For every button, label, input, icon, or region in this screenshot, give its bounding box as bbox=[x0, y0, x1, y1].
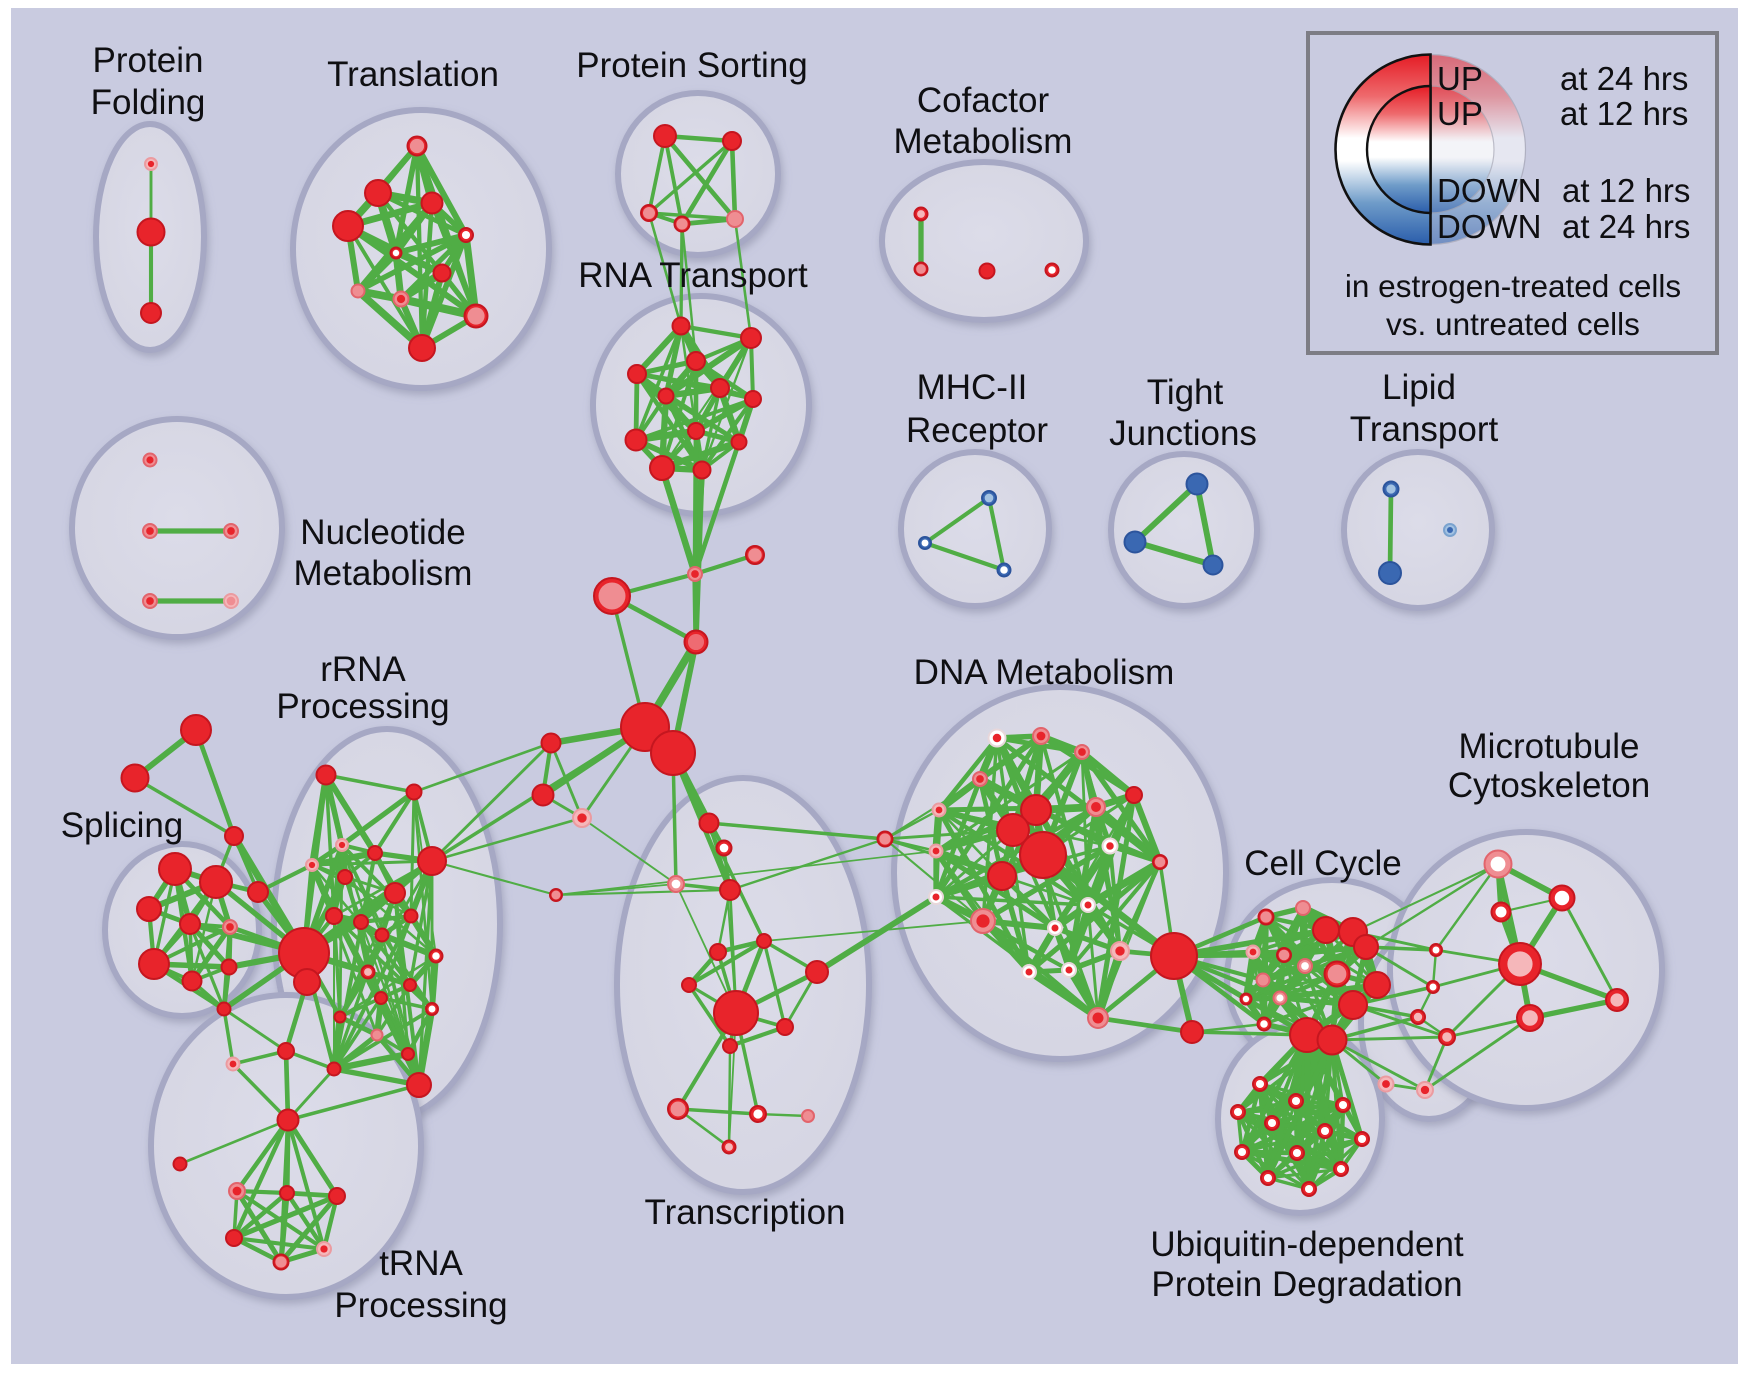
svg-text:at 24 hrs: at 24 hrs bbox=[1562, 208, 1690, 245]
svg-text:Ubiquitin-dependent: Ubiquitin-dependent bbox=[1150, 1225, 1464, 1264]
svg-text:Metabolism: Metabolism bbox=[894, 122, 1073, 161]
svg-text:RNA Transport: RNA Transport bbox=[578, 256, 808, 295]
svg-text:Microtubule: Microtubule bbox=[1459, 727, 1640, 766]
svg-text:tRNA: tRNA bbox=[379, 1244, 463, 1283]
svg-text:Transcription: Transcription bbox=[645, 1193, 846, 1232]
svg-text:Receptor: Receptor bbox=[906, 411, 1048, 450]
svg-text:Processing: Processing bbox=[276, 687, 449, 726]
svg-text:DOWN: DOWN bbox=[1437, 172, 1541, 209]
svg-text:in estrogen-treated cells: in estrogen-treated cells bbox=[1345, 268, 1681, 304]
svg-text:Tight: Tight bbox=[1147, 373, 1224, 412]
svg-text:Cytoskeleton: Cytoskeleton bbox=[1448, 766, 1650, 805]
svg-text:Protein Sorting: Protein Sorting bbox=[576, 46, 808, 85]
svg-text:Metabolism: Metabolism bbox=[294, 554, 473, 593]
svg-text:Protein: Protein bbox=[93, 41, 204, 80]
svg-text:UP: UP bbox=[1437, 60, 1483, 97]
svg-text:Processing: Processing bbox=[334, 1286, 507, 1325]
svg-text:Lipid: Lipid bbox=[1382, 368, 1456, 407]
svg-text:UP: UP bbox=[1437, 95, 1483, 132]
svg-text:Cofactor: Cofactor bbox=[917, 81, 1050, 120]
svg-text:Translation: Translation bbox=[327, 55, 499, 94]
svg-text:DOWN: DOWN bbox=[1437, 208, 1541, 245]
svg-text:MHC-II: MHC-II bbox=[917, 368, 1028, 407]
svg-text:at 24 hrs: at 24 hrs bbox=[1560, 60, 1688, 97]
svg-text:Folding: Folding bbox=[91, 83, 206, 122]
svg-text:Splicing: Splicing bbox=[61, 806, 184, 845]
svg-text:DNA Metabolism: DNA Metabolism bbox=[914, 653, 1175, 692]
svg-text:at 12 hrs: at 12 hrs bbox=[1560, 95, 1688, 132]
svg-text:Transport: Transport bbox=[1350, 410, 1499, 449]
svg-text:Nucleotide: Nucleotide bbox=[300, 513, 465, 552]
svg-text:rRNA: rRNA bbox=[320, 650, 406, 689]
svg-text:at 12 hrs: at 12 hrs bbox=[1562, 172, 1690, 209]
svg-text:Junctions: Junctions bbox=[1109, 414, 1257, 453]
svg-text:Protein Degradation: Protein Degradation bbox=[1151, 1265, 1462, 1304]
svg-text:vs. untreated cells: vs. untreated cells bbox=[1386, 306, 1640, 342]
svg-text:Cell Cycle: Cell Cycle bbox=[1244, 844, 1402, 883]
